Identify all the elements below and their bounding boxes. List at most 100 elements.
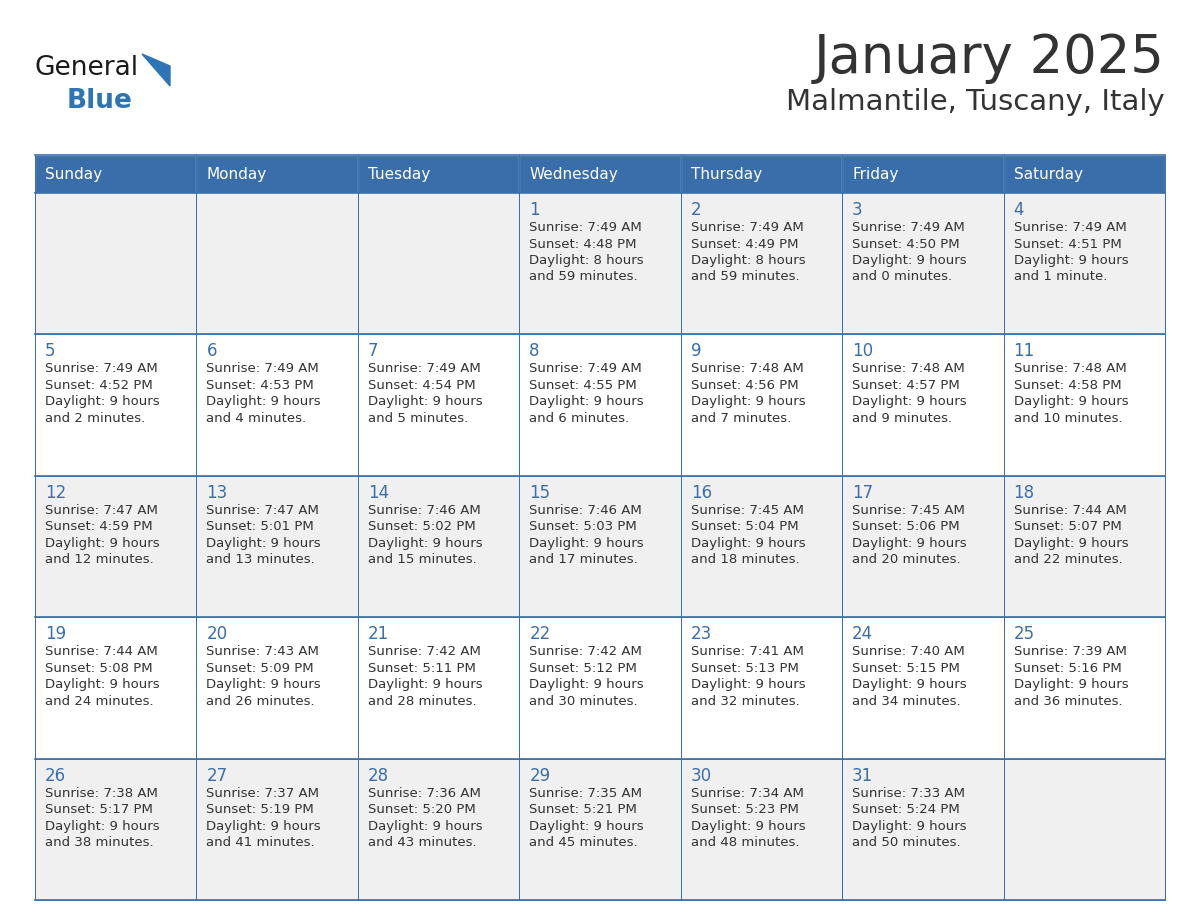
Bar (519, 193, 681, 334)
Bar (34, 334, 196, 476)
Bar (34, 758, 196, 900)
Text: Friday: Friday (852, 166, 898, 182)
Text: Sunrise: 7:40 AM
Sunset: 5:15 PM
Daylight: 9 hours
and 34 minutes.: Sunrise: 7:40 AM Sunset: 5:15 PM Dayligh… (852, 645, 967, 708)
Text: 11: 11 (1013, 342, 1035, 361)
Text: 14: 14 (368, 484, 388, 502)
Text: Sunrise: 7:49 AM
Sunset: 4:48 PM
Daylight: 8 hours
and 59 minutes.: Sunrise: 7:49 AM Sunset: 4:48 PM Dayligh… (530, 221, 644, 284)
Text: 15: 15 (530, 484, 550, 502)
Text: 16: 16 (690, 484, 712, 502)
Text: 1: 1 (530, 201, 539, 219)
Bar (196, 155, 358, 193)
Text: 12: 12 (45, 484, 67, 502)
Bar (519, 334, 681, 476)
Bar (34, 617, 196, 758)
Text: 8: 8 (530, 342, 539, 361)
Text: General: General (34, 55, 139, 81)
Bar (519, 617, 681, 758)
Text: Tuesday: Tuesday (368, 166, 430, 182)
Text: Sunrise: 7:37 AM
Sunset: 5:19 PM
Daylight: 9 hours
and 41 minutes.: Sunrise: 7:37 AM Sunset: 5:19 PM Dayligh… (207, 787, 321, 849)
Bar (34, 193, 196, 334)
Text: Sunrise: 7:49 AM
Sunset: 4:50 PM
Daylight: 9 hours
and 0 minutes.: Sunrise: 7:49 AM Sunset: 4:50 PM Dayligh… (852, 221, 967, 284)
Text: Wednesday: Wednesday (530, 166, 618, 182)
Text: 10: 10 (852, 342, 873, 361)
Bar (519, 476, 681, 617)
Bar (519, 758, 681, 900)
Text: 5: 5 (45, 342, 56, 361)
Text: 25: 25 (1013, 625, 1035, 644)
Bar (842, 193, 1004, 334)
Text: Sunrise: 7:35 AM
Sunset: 5:21 PM
Daylight: 9 hours
and 45 minutes.: Sunrise: 7:35 AM Sunset: 5:21 PM Dayligh… (530, 787, 644, 849)
Bar (358, 334, 519, 476)
Text: Sunrise: 7:46 AM
Sunset: 5:02 PM
Daylight: 9 hours
and 15 minutes.: Sunrise: 7:46 AM Sunset: 5:02 PM Dayligh… (368, 504, 482, 566)
Bar (358, 476, 519, 617)
Text: 30: 30 (690, 767, 712, 785)
Bar (681, 334, 842, 476)
Bar (196, 476, 358, 617)
Bar (681, 476, 842, 617)
Text: 4: 4 (1013, 201, 1024, 219)
Bar (681, 617, 842, 758)
Bar (34, 476, 196, 617)
Text: Sunrise: 7:49 AM
Sunset: 4:51 PM
Daylight: 9 hours
and 1 minute.: Sunrise: 7:49 AM Sunset: 4:51 PM Dayligh… (1013, 221, 1129, 284)
Text: 24: 24 (852, 625, 873, 644)
Text: 22: 22 (530, 625, 550, 644)
Text: Sunrise: 7:42 AM
Sunset: 5:11 PM
Daylight: 9 hours
and 28 minutes.: Sunrise: 7:42 AM Sunset: 5:11 PM Dayligh… (368, 645, 482, 708)
Text: Sunrise: 7:43 AM
Sunset: 5:09 PM
Daylight: 9 hours
and 26 minutes.: Sunrise: 7:43 AM Sunset: 5:09 PM Dayligh… (207, 645, 321, 708)
Text: 26: 26 (45, 767, 67, 785)
Bar (358, 193, 519, 334)
Text: Sunrise: 7:48 AM
Sunset: 4:57 PM
Daylight: 9 hours
and 9 minutes.: Sunrise: 7:48 AM Sunset: 4:57 PM Dayligh… (852, 363, 967, 425)
Bar (196, 758, 358, 900)
Text: Sunrise: 7:41 AM
Sunset: 5:13 PM
Daylight: 9 hours
and 32 minutes.: Sunrise: 7:41 AM Sunset: 5:13 PM Dayligh… (690, 645, 805, 708)
Bar (1004, 758, 1165, 900)
Text: Sunrise: 7:42 AM
Sunset: 5:12 PM
Daylight: 9 hours
and 30 minutes.: Sunrise: 7:42 AM Sunset: 5:12 PM Dayligh… (530, 645, 644, 708)
Text: 29: 29 (530, 767, 550, 785)
Polygon shape (143, 54, 170, 86)
Text: 3: 3 (852, 201, 862, 219)
Text: Sunrise: 7:49 AM
Sunset: 4:49 PM
Daylight: 8 hours
and 59 minutes.: Sunrise: 7:49 AM Sunset: 4:49 PM Dayligh… (690, 221, 805, 284)
Text: 6: 6 (207, 342, 217, 361)
Text: Sunrise: 7:44 AM
Sunset: 5:07 PM
Daylight: 9 hours
and 22 minutes.: Sunrise: 7:44 AM Sunset: 5:07 PM Dayligh… (1013, 504, 1129, 566)
Text: Monday: Monday (207, 166, 266, 182)
Text: Sunrise: 7:36 AM
Sunset: 5:20 PM
Daylight: 9 hours
and 43 minutes.: Sunrise: 7:36 AM Sunset: 5:20 PM Dayligh… (368, 787, 482, 849)
Text: 28: 28 (368, 767, 388, 785)
Bar (358, 155, 519, 193)
Bar (519, 155, 681, 193)
Text: Blue: Blue (67, 88, 133, 114)
Bar (681, 758, 842, 900)
Text: Sunday: Sunday (45, 166, 102, 182)
Bar (1004, 617, 1165, 758)
Bar (842, 758, 1004, 900)
Text: Sunrise: 7:45 AM
Sunset: 5:06 PM
Daylight: 9 hours
and 20 minutes.: Sunrise: 7:45 AM Sunset: 5:06 PM Dayligh… (852, 504, 967, 566)
Bar (842, 155, 1004, 193)
Bar (1004, 155, 1165, 193)
Text: Sunrise: 7:33 AM
Sunset: 5:24 PM
Daylight: 9 hours
and 50 minutes.: Sunrise: 7:33 AM Sunset: 5:24 PM Dayligh… (852, 787, 967, 849)
Text: 31: 31 (852, 767, 873, 785)
Text: Sunrise: 7:49 AM
Sunset: 4:52 PM
Daylight: 9 hours
and 2 minutes.: Sunrise: 7:49 AM Sunset: 4:52 PM Dayligh… (45, 363, 159, 425)
Text: Saturday: Saturday (1013, 166, 1082, 182)
Text: 19: 19 (45, 625, 67, 644)
Text: 27: 27 (207, 767, 228, 785)
Bar (842, 334, 1004, 476)
Bar (196, 193, 358, 334)
Text: Sunrise: 7:48 AM
Sunset: 4:58 PM
Daylight: 9 hours
and 10 minutes.: Sunrise: 7:48 AM Sunset: 4:58 PM Dayligh… (1013, 363, 1129, 425)
Bar (196, 617, 358, 758)
Text: 17: 17 (852, 484, 873, 502)
Text: Thursday: Thursday (690, 166, 762, 182)
Bar (1004, 476, 1165, 617)
Bar (1004, 193, 1165, 334)
Bar (34, 155, 196, 193)
Text: Sunrise: 7:49 AM
Sunset: 4:55 PM
Daylight: 9 hours
and 6 minutes.: Sunrise: 7:49 AM Sunset: 4:55 PM Dayligh… (530, 363, 644, 425)
Text: Sunrise: 7:44 AM
Sunset: 5:08 PM
Daylight: 9 hours
and 24 minutes.: Sunrise: 7:44 AM Sunset: 5:08 PM Dayligh… (45, 645, 159, 708)
Text: Malmantile, Tuscany, Italy: Malmantile, Tuscany, Italy (786, 88, 1165, 116)
Text: 7: 7 (368, 342, 378, 361)
Text: Sunrise: 7:46 AM
Sunset: 5:03 PM
Daylight: 9 hours
and 17 minutes.: Sunrise: 7:46 AM Sunset: 5:03 PM Dayligh… (530, 504, 644, 566)
Text: Sunrise: 7:34 AM
Sunset: 5:23 PM
Daylight: 9 hours
and 48 minutes.: Sunrise: 7:34 AM Sunset: 5:23 PM Dayligh… (690, 787, 805, 849)
Text: Sunrise: 7:45 AM
Sunset: 5:04 PM
Daylight: 9 hours
and 18 minutes.: Sunrise: 7:45 AM Sunset: 5:04 PM Dayligh… (690, 504, 805, 566)
Bar (1004, 334, 1165, 476)
Text: 2: 2 (690, 201, 701, 219)
Text: Sunrise: 7:49 AM
Sunset: 4:53 PM
Daylight: 9 hours
and 4 minutes.: Sunrise: 7:49 AM Sunset: 4:53 PM Dayligh… (207, 363, 321, 425)
Text: Sunrise: 7:47 AM
Sunset: 5:01 PM
Daylight: 9 hours
and 13 minutes.: Sunrise: 7:47 AM Sunset: 5:01 PM Dayligh… (207, 504, 321, 566)
Bar (681, 155, 842, 193)
Text: 23: 23 (690, 625, 712, 644)
Text: 18: 18 (1013, 484, 1035, 502)
